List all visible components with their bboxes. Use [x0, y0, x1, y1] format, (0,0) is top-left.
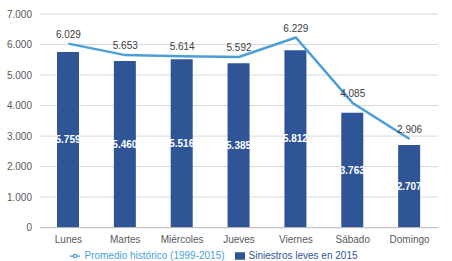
svg-text:Domingo: Domingo [390, 234, 430, 245]
svg-text:5.653: 5.653 [113, 40, 138, 51]
svg-text:Viernes: Viernes [279, 234, 313, 245]
svg-text:5.460: 5.460 [112, 139, 137, 150]
svg-text:5.592: 5.592 [226, 42, 251, 53]
svg-text:2.906: 2.906 [397, 124, 422, 135]
svg-text:2.707: 2.707 [397, 181, 422, 192]
svg-text:7.000: 7.000 [7, 9, 32, 20]
svg-text:Jueves: Jueves [223, 234, 255, 245]
svg-text:4.000: 4.000 [7, 100, 32, 111]
svg-text:6.229: 6.229 [283, 23, 308, 34]
svg-text:5.516: 5.516 [169, 138, 194, 149]
svg-text:Lunes: Lunes [55, 234, 82, 245]
svg-text:5.759: 5.759 [55, 134, 80, 145]
svg-text:4.085: 4.085 [340, 88, 365, 99]
html-text:Siniestros leves en 2015: Siniestros leves en 2015 [248, 249, 358, 261]
svg-text:5.000: 5.000 [7, 70, 32, 81]
svg-text:Miércoles: Miércoles [161, 234, 204, 245]
svg-text:2.000: 2.000 [7, 161, 32, 172]
svg-text:5.385: 5.385 [226, 140, 251, 151]
svg-text:5.812: 5.812 [283, 133, 308, 144]
svg-text:Martes: Martes [110, 234, 141, 245]
svg-text:5.614: 5.614 [170, 41, 195, 52]
svg-text:6.029: 6.029 [56, 29, 81, 40]
svg-text:3.763: 3.763 [340, 165, 365, 176]
svg-text:Sábado: Sábado [335, 234, 370, 245]
html-text:Promedio histórico (1999-2015): Promedio histórico (1999-2015) [84, 249, 225, 261]
svg-text:0: 0 [26, 222, 32, 233]
svg-text:6.000: 6.000 [7, 39, 32, 50]
svg-text:3.000: 3.000 [7, 131, 32, 142]
svg-text:1.000: 1.000 [7, 192, 32, 203]
